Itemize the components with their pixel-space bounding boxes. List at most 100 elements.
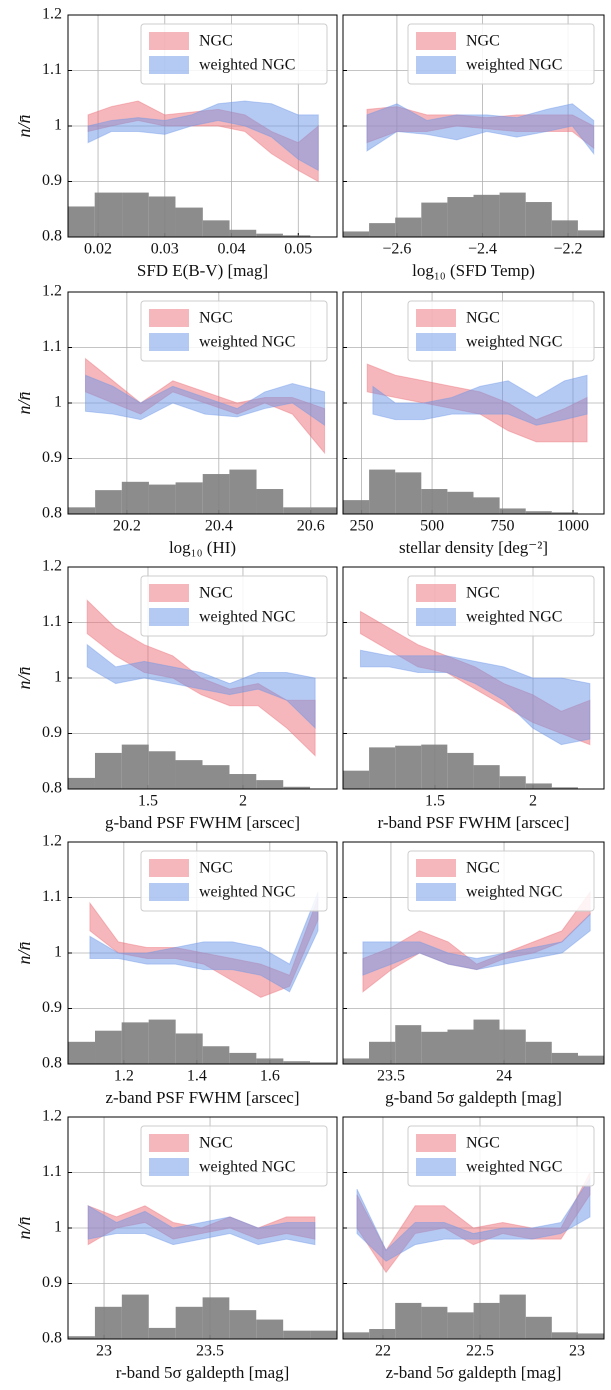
x-tick-label: 0.03 xyxy=(151,241,179,258)
y-tick-label: 1.1 xyxy=(42,61,62,78)
histogram-bar xyxy=(551,1052,578,1064)
histogram-bar xyxy=(447,752,474,789)
histogram-bar xyxy=(283,1061,310,1064)
legend-label: weighted NGC xyxy=(466,609,562,626)
confidence-band xyxy=(87,1204,316,1246)
y-axis-label: n/n̄ xyxy=(14,391,34,414)
x-axis-label: g-band PSF FWHM [arscec] xyxy=(105,813,300,832)
histogram-bar xyxy=(122,192,149,237)
histogram-bar xyxy=(229,469,257,514)
y-tick-label: 0.9 xyxy=(42,449,62,466)
y-tick-label: 0.9 xyxy=(42,724,62,741)
legend-swatch xyxy=(149,32,189,50)
x-tick-label: 750 xyxy=(491,518,515,535)
x-axis-label: stellar density [deg⁻²] xyxy=(399,538,548,557)
y-tick-label: 1 xyxy=(54,1219,62,1236)
x-axis-label: log₁₀ (HI) xyxy=(169,538,236,557)
x-tick-label: 1.5 xyxy=(425,793,445,810)
x-tick-label: 1.5 xyxy=(138,793,158,810)
histogram-bar xyxy=(202,1046,230,1064)
histogram-bar xyxy=(577,1055,604,1064)
histogram-bar xyxy=(175,1306,203,1339)
legend-label: weighted NGC xyxy=(199,334,295,351)
legend-swatch xyxy=(416,1158,456,1176)
histogram-bar xyxy=(369,223,396,237)
x-tick-label: 500 xyxy=(420,518,444,535)
histogram-bar xyxy=(229,1310,257,1339)
y-tick-label: 0.9 xyxy=(42,999,62,1016)
legend-swatch xyxy=(416,608,456,626)
histogram-bar xyxy=(283,786,311,789)
y-tick-label: 1.2 xyxy=(42,833,62,850)
histogram-bar xyxy=(343,231,370,237)
legend-swatch xyxy=(149,584,189,602)
histogram-bar xyxy=(525,783,552,789)
x-axis-label: z-band PSF FWHM [arscec] xyxy=(105,1088,299,1107)
confidence-band xyxy=(86,643,316,730)
legend-swatch xyxy=(416,883,456,901)
histogram-bar xyxy=(577,230,604,237)
histogram-bar xyxy=(343,770,370,789)
histogram-bar xyxy=(473,194,500,237)
x-tick-label: 20.6 xyxy=(297,518,325,535)
histogram-bar xyxy=(148,751,176,789)
histogram-bar xyxy=(577,1333,604,1339)
confidence-band xyxy=(89,891,319,993)
legend-swatch xyxy=(149,1158,189,1176)
histogram-bar xyxy=(551,787,578,789)
histogram-bar xyxy=(421,744,448,789)
histogram-bar xyxy=(499,508,526,514)
histogram-bar xyxy=(94,192,123,237)
legend-label: weighted NGC xyxy=(466,334,562,351)
histogram-bar xyxy=(369,1329,396,1339)
legend-swatch xyxy=(149,56,189,74)
legend-label: NGC xyxy=(199,585,233,602)
legend-label: NGC xyxy=(466,310,500,327)
confidence-band xyxy=(87,100,319,172)
y-tick-label: 1 xyxy=(54,669,62,686)
y-axis-label: n/n̄ xyxy=(14,666,34,689)
histogram-bar xyxy=(148,1327,176,1339)
axes-frame xyxy=(67,291,338,515)
legend-label: weighted NGC xyxy=(199,884,295,901)
y-axis-label: n/n̄ xyxy=(14,941,34,964)
histogram-bar xyxy=(421,489,448,514)
histogram-bar xyxy=(421,1306,448,1339)
confidence-band xyxy=(359,649,591,746)
legend-swatch xyxy=(416,859,456,877)
x-tick-label: 0.04 xyxy=(218,241,246,258)
axes-frame xyxy=(342,841,605,1065)
histogram-bar xyxy=(447,1029,474,1064)
histogram-bar xyxy=(369,469,396,514)
histogram-bar xyxy=(395,472,422,514)
axes-frame xyxy=(67,14,338,238)
axes-frame xyxy=(67,1116,338,1340)
histogram-bar xyxy=(309,1062,337,1064)
legend-label: weighted NGC xyxy=(466,1159,562,1176)
legend-label: weighted NGC xyxy=(466,884,562,901)
histogram-bar xyxy=(421,202,448,237)
histogram-bar xyxy=(525,511,552,514)
x-axis-label: log₁₀ (SFD Temp) xyxy=(412,261,535,280)
legend-label: NGC xyxy=(466,1135,500,1152)
x-tick-label: 0.05 xyxy=(284,241,312,258)
y-tick-label: 1.2 xyxy=(42,283,62,300)
legend-swatch xyxy=(416,333,456,351)
x-tick-label: 22.5 xyxy=(466,1343,494,1360)
y-tick-label: 0.9 xyxy=(42,172,62,189)
panel: 0.8 0.9 1 1.1 1.2 23 23.5 NGC weighted NGC r-band… xyxy=(14,1108,338,1382)
panel: 0.8 0.9 1 1.1 1.2 0.02 0.03 0.04 0.05 NGC weighted… xyxy=(14,6,338,280)
histogram-bar xyxy=(229,1052,257,1064)
legend-swatch xyxy=(149,333,189,351)
y-tick-label: 1.1 xyxy=(42,338,62,355)
legend-label: NGC xyxy=(466,860,500,877)
y-tick-label: 1.1 xyxy=(42,888,62,905)
x-tick-label: 20.2 xyxy=(113,518,141,535)
histogram-bar xyxy=(256,1319,284,1339)
histogram-bar xyxy=(68,777,95,789)
x-tick-label: −2.4 xyxy=(468,241,497,258)
y-tick-label: 0.8 xyxy=(42,228,62,245)
histogram-bar xyxy=(175,482,203,514)
histogram-bar xyxy=(256,1058,284,1064)
